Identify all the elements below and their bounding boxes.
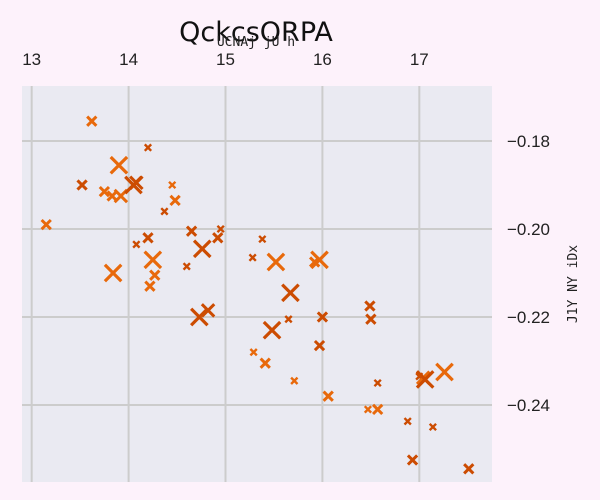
plot-area — [22, 86, 492, 482]
data-point — [192, 239, 212, 259]
data-point — [149, 269, 161, 281]
grid-lines — [22, 86, 492, 482]
data-point — [216, 224, 225, 234]
y-axis-label: J1Y NY iDx — [566, 245, 581, 323]
data-point — [86, 115, 98, 127]
data-point — [249, 348, 258, 357]
data-point — [160, 207, 169, 216]
data-point — [143, 143, 153, 152]
data-point — [364, 300, 376, 312]
x-tick-label: 16 — [313, 50, 332, 69]
data-point — [262, 320, 282, 340]
data-points — [40, 115, 475, 475]
data-point — [103, 263, 123, 283]
data-point — [143, 250, 163, 270]
data-point — [190, 307, 209, 327]
data-point — [109, 155, 129, 175]
data-point — [76, 179, 88, 191]
data-point — [373, 378, 382, 388]
data-point — [290, 376, 299, 385]
y-tick-label: −0.22 — [507, 308, 550, 327]
data-point — [363, 405, 373, 414]
x-tick-label: 17 — [410, 50, 429, 69]
data-point — [98, 185, 111, 198]
data-point — [168, 180, 177, 190]
data-point — [40, 218, 52, 231]
y-tick-label: −0.18 — [507, 132, 550, 151]
data-point — [316, 311, 329, 323]
data-point — [435, 362, 454, 382]
data-point — [132, 240, 141, 249]
data-point — [403, 417, 412, 426]
data-point — [258, 235, 267, 244]
x-tick-label: 13 — [22, 50, 41, 69]
data-point — [144, 280, 156, 292]
data-point — [313, 339, 326, 352]
data-point — [124, 175, 143, 195]
y-tick-label: −0.24 — [507, 396, 550, 415]
data-point — [428, 422, 437, 432]
data-point — [406, 454, 419, 466]
data-point — [322, 390, 334, 402]
data-point — [310, 250, 329, 270]
y-tick-label: −0.20 — [507, 220, 550, 239]
data-point — [281, 283, 300, 303]
data-point — [248, 253, 257, 262]
data-point — [142, 232, 154, 244]
data-point — [284, 315, 293, 324]
data-point — [365, 313, 377, 325]
x-tick-labels: 13 14 15 16 17 — [22, 50, 429, 69]
data-point — [415, 370, 435, 389]
data-point — [463, 463, 475, 475]
data-point — [169, 194, 181, 207]
chart-title: QckcsORPA — [179, 17, 333, 48]
y-tick-labels: −0.18 −0.20 −0.22 −0.24 — [507, 132, 550, 415]
data-point — [212, 232, 224, 244]
data-point — [371, 403, 384, 416]
data-point — [259, 357, 271, 369]
x-tick-label: 14 — [119, 50, 138, 69]
x-tick-label: 15 — [216, 50, 235, 69]
x-axis-label: UCNAj jU h — [217, 35, 295, 50]
data-point — [185, 225, 198, 237]
data-point — [182, 262, 191, 271]
data-point — [106, 190, 118, 202]
data-point — [266, 252, 286, 272]
